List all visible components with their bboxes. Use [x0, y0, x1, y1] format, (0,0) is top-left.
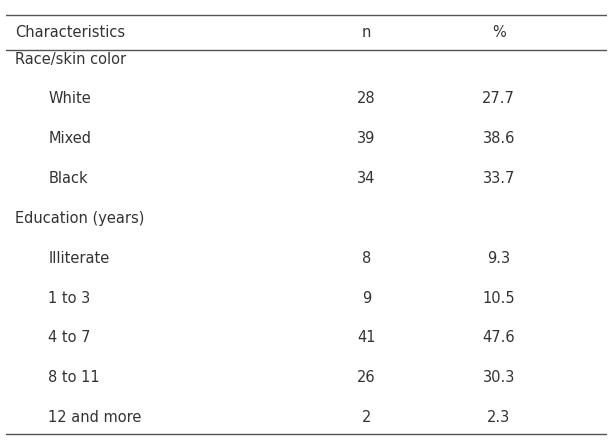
Text: 9.3: 9.3 [487, 251, 510, 266]
Text: Race/skin color: Race/skin color [15, 52, 126, 66]
Text: 30.3: 30.3 [482, 370, 515, 385]
Text: 26: 26 [357, 370, 376, 385]
Text: 27.7: 27.7 [482, 91, 515, 107]
Text: n: n [362, 25, 371, 41]
Text: Education (years): Education (years) [15, 211, 145, 226]
Text: Black: Black [48, 171, 88, 186]
Text: 34: 34 [357, 171, 376, 186]
Text: 2: 2 [362, 410, 371, 425]
Text: 41: 41 [357, 330, 376, 345]
Text: Mixed: Mixed [48, 131, 91, 146]
Text: 4 to 7: 4 to 7 [48, 330, 91, 345]
Text: Illiterate: Illiterate [48, 251, 110, 266]
Text: 38.6: 38.6 [482, 131, 515, 146]
Text: 10.5: 10.5 [482, 290, 515, 306]
Text: 9: 9 [362, 290, 371, 306]
Text: Characteristics: Characteristics [15, 25, 125, 41]
Text: White: White [48, 91, 91, 107]
Text: 12 and more: 12 and more [48, 410, 142, 425]
Text: 33.7: 33.7 [482, 171, 515, 186]
Text: 47.6: 47.6 [482, 330, 515, 345]
Text: 28: 28 [357, 91, 376, 107]
Text: 8 to 11: 8 to 11 [48, 370, 100, 385]
Text: 39: 39 [357, 131, 376, 146]
Text: 2.3: 2.3 [487, 410, 511, 425]
Text: %: % [492, 25, 506, 41]
Text: 8: 8 [362, 251, 371, 266]
Text: 1 to 3: 1 to 3 [48, 290, 91, 306]
